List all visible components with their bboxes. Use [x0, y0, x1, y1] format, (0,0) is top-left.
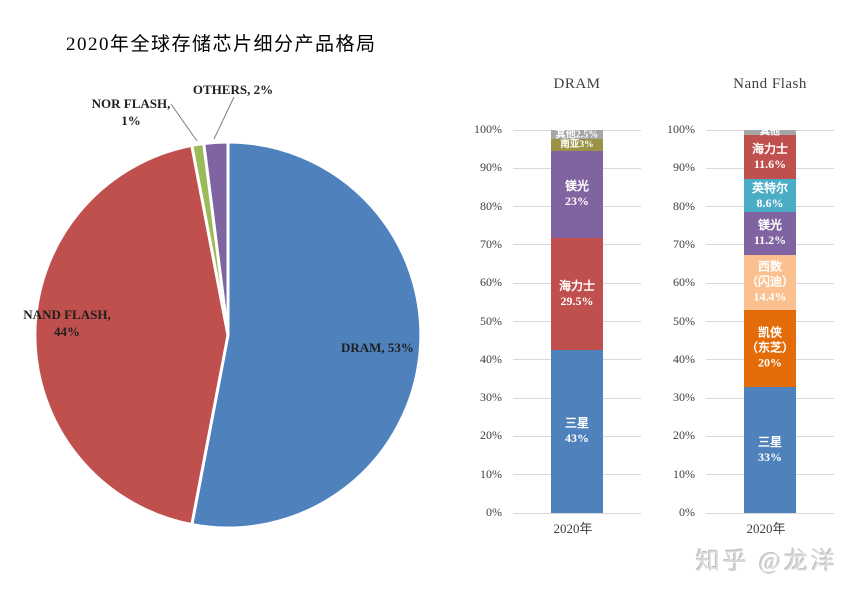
x-axis-category-dram: 2020年 — [553, 521, 593, 536]
pie-slice-dram — [190, 140, 423, 530]
bar-segment-label: 其他 — [720, 127, 820, 138]
pie-label-nand-flash-line1: NAND FLASH, — [23, 307, 111, 322]
stacked-bar: 三星 33% 凯侠 （东芝） 20% 西数 （闪迪） 14.4% 镁光 11.2% 英特尔 8.6% 海… — [744, 127, 796, 513]
bar-segment-others: 其他2.5% — [551, 129, 603, 140]
stacked-bar: 三星 43% 海力士 29.5% 镁光 23% 南亚3% 其他2.5% — [551, 129, 603, 513]
bar-segment-label: 凯侠 （东芝） 20% — [720, 326, 820, 371]
bar-segment-label-line: 南亚3% — [560, 139, 594, 150]
y-tick-label: 30% — [673, 390, 695, 405]
y-axis-dram: 0% 10% 20% 30% 40% 50% 60% 70% 80% 90% 100% — [450, 122, 507, 519]
bar-segment-label-line: 三星 — [757, 434, 782, 449]
pie-slice-nand-flash — [33, 143, 230, 527]
bar-segment-label: 其他2.5% — [527, 129, 627, 140]
bar-segment-label: 三星 43% — [527, 416, 627, 446]
pie-label-nor-flash: NOR FLASH, 1% — [70, 95, 192, 129]
bar-segment-label-line: 其他2.5% — [555, 129, 599, 141]
bar-segment-label-line: 其他 — [760, 126, 780, 138]
y-tick-label: 70% — [480, 236, 502, 251]
plot-area-dram: 三星 43% 海力士 29.5% 镁光 23% 南亚3% 其他2.5% — [513, 129, 641, 514]
y-tick-label: 90% — [673, 160, 695, 175]
gridline — [706, 512, 834, 514]
bar-segment-nanya: 南亚3% — [551, 139, 603, 151]
bar-segment-intel: 英特尔 8.6% — [744, 179, 796, 212]
y-tick-label: 20% — [673, 428, 695, 443]
others-leader-line — [213, 96, 235, 140]
bar-segment-label-line: 8.6% — [756, 195, 784, 210]
y-tick-label: 40% — [673, 351, 695, 366]
bar-segment-label-line: 11.2% — [753, 233, 787, 248]
pie-label-nor-flash-line2: 1% — [121, 113, 141, 128]
bar-segment-micron: 镁光 23% — [551, 150, 603, 239]
watermark: 知乎 @龙洋 — [695, 549, 838, 575]
pie-slice-others — [202, 140, 230, 337]
bar-segment-label-line: 镁光 — [757, 218, 782, 233]
bar-chart-title-dram: DRAM — [553, 76, 601, 92]
bar-segment-label-line: 11.6% — [753, 156, 787, 171]
bar-segment-label-line: 33% — [758, 449, 782, 464]
bar-segment-label-line: 镁光 — [564, 179, 589, 194]
y-tick-label: 100% — [474, 122, 502, 136]
bar-segment-label-line: 43% — [565, 431, 589, 446]
bar-segment-label-line: 西数 — [757, 259, 782, 274]
y-tick-label: 60% — [480, 275, 502, 290]
bar-segment-samsung: 三星 33% — [744, 386, 796, 513]
bar-segment-label-line: （东芝） — [745, 340, 794, 355]
y-tick-label: 10% — [480, 466, 502, 481]
bar-segment-label: 西数 （闪迪） 14.4% — [720, 260, 820, 305]
bar-segment-others: 其他 — [744, 127, 796, 138]
bar-chart-title-nand-flash: Nand Flash — [733, 76, 807, 92]
bar-segment-label-line: 23% — [565, 194, 589, 209]
bar-segment-kioxia-toshiba: 凯侠 （东芝） 20% — [744, 310, 796, 387]
bar-segment-wd-sandisk: 西数 （闪迪） 14.4% — [744, 254, 796, 311]
bar-segment-label-line: 14.4% — [753, 289, 787, 304]
bar-segment-label-line: 凯侠 — [757, 325, 782, 340]
pie-label-others: OTHERS, 2% — [192, 82, 274, 97]
bar-segment-label-line: 海力士 — [558, 279, 595, 294]
page-title: 2020年全球存储芯片细分产品格局 — [66, 34, 377, 55]
pie-label-dram: DRAM, 53% — [341, 340, 414, 355]
y-tick-label: 50% — [673, 313, 695, 328]
gridline — [706, 129, 834, 131]
y-tick-label: 0% — [486, 505, 502, 519]
bar-segment-label-line: 三星 — [564, 416, 589, 431]
bar-segment-label: 三星 33% — [720, 435, 820, 465]
bar-segment-hynix: 海力士 29.5% — [551, 238, 603, 350]
nor-flash-leader-line — [170, 103, 198, 142]
bar-segment-micron: 镁光 11.2% — [744, 211, 796, 255]
gridline — [513, 129, 641, 131]
plot-area-nand-flash: 三星 33% 凯侠 （东芝） 20% 西数 （闪迪） 14.4% 镁光 11.2% 英特尔 8.6% 海… — [706, 127, 834, 514]
bar-segment-hynix: 海力士 11.6% — [744, 134, 796, 180]
y-tick-label: 80% — [480, 198, 502, 213]
bar-segment-label-line: 20% — [758, 355, 782, 370]
y-tick-label: 0% — [679, 505, 695, 519]
bar-segment-label-line: 29.5% — [560, 294, 594, 309]
bar-segment-label-line: （闪迪） — [745, 274, 794, 289]
y-tick-label: 50% — [480, 313, 502, 328]
pie-label-nand-flash: NAND FLASH, 44% — [6, 306, 128, 340]
bar-segment-label-line: 英特尔 — [751, 180, 788, 195]
y-tick-label: 10% — [673, 466, 695, 481]
y-tick-label: 60% — [673, 275, 695, 290]
bar-segment-label-line: 海力士 — [751, 141, 788, 156]
bar-segment-label: 南亚3% — [527, 140, 627, 151]
x-axis-category-nand-flash: 2020年 — [746, 521, 786, 536]
y-tick-label: 80% — [673, 198, 695, 213]
y-tick-label: 70% — [673, 236, 695, 251]
pie-label-nor-flash-line1: NOR FLASH, — [91, 96, 171, 111]
gridline — [513, 512, 641, 514]
pie-label-nand-flash-line2: 44% — [54, 324, 80, 339]
y-tick-label: 40% — [480, 351, 502, 366]
y-tick-label: 20% — [480, 428, 502, 443]
y-tick-label: 90% — [480, 160, 502, 175]
bar-segment-samsung: 三星 43% — [551, 349, 603, 513]
y-tick-label: 100% — [667, 122, 695, 136]
bar-segment-label: 海力士 11.6% — [720, 142, 820, 172]
bar-segment-label: 镁光 11.2% — [720, 218, 820, 248]
bar-segment-label: 海力士 29.5% — [527, 279, 627, 309]
bar-segment-label: 镁光 23% — [527, 179, 627, 209]
bar-segment-label: 英特尔 8.6% — [720, 181, 820, 211]
y-axis-nand-flash: 0% 10% 20% 30% 40% 50% 60% 70% 80% 90% 100% — [643, 122, 700, 519]
y-tick-label: 30% — [480, 390, 502, 405]
